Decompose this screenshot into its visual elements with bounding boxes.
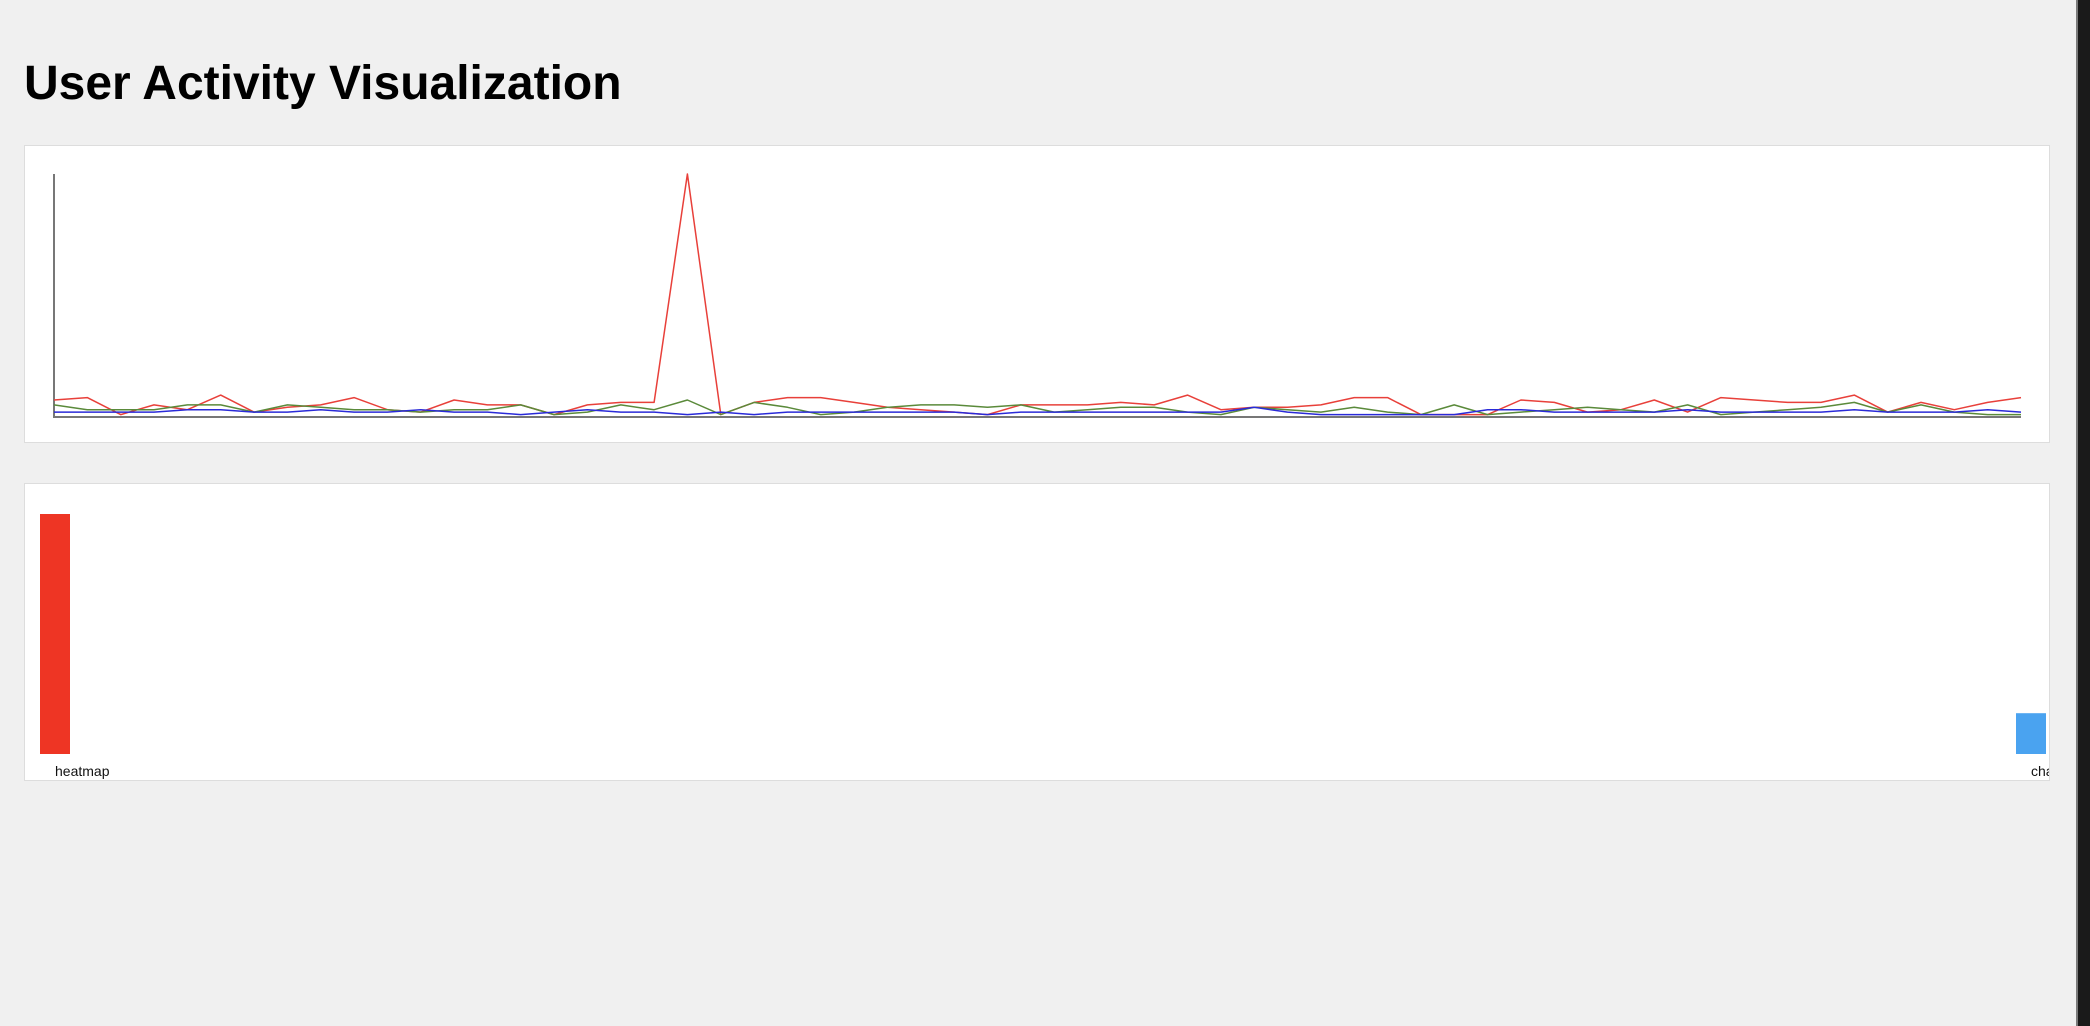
series-line-3 bbox=[54, 406, 2022, 416]
bar-label-char: char bbox=[2031, 763, 2050, 779]
bar-chart-panel: heatmap char bbox=[24, 483, 2050, 781]
page-title: User Activity Visualization bbox=[24, 57, 622, 110]
line-chart-panel bbox=[24, 145, 2050, 443]
vertical-scrollbar[interactable] bbox=[2078, 0, 2090, 1026]
bar-heatmap bbox=[40, 514, 70, 754]
line-chart bbox=[53, 173, 2022, 418]
series-line-2 bbox=[53, 399, 2021, 416]
series-line-1 bbox=[53, 173, 2022, 416]
bar-char bbox=[2016, 713, 2046, 754]
scrollbar-edge bbox=[2076, 0, 2078, 1026]
bar-chart: heatmap char bbox=[40, 514, 2050, 779]
bar-label-heatmap: heatmap bbox=[55, 763, 110, 779]
